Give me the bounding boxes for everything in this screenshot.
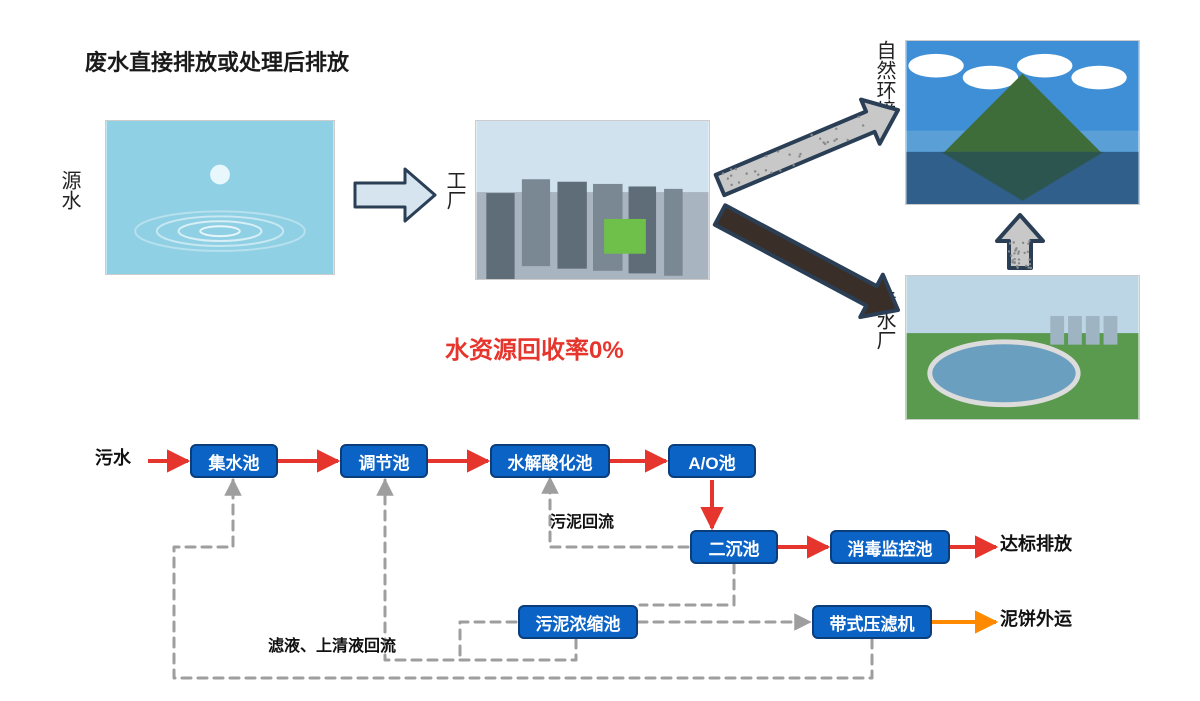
flow-box-b4: A/O池 [668,444,756,478]
flow-text-out1: 达标排放 [1000,530,1072,556]
label-nature: 自然环境 [870,40,899,120]
main-title: 废水直接排放或处理后排放 [85,45,349,77]
flow-text-in: 污水 [95,444,131,470]
flow-box-b5: 二沉池 [690,530,778,564]
flow-box-b8: 带式压滤机 [812,605,932,639]
label-factory: 工厂 [440,170,469,210]
flow-text-out2: 泥饼外运 [1000,605,1072,631]
image-plant [905,275,1140,420]
flow-box-b2: 调节池 [340,444,428,478]
flow-box-b6: 消毒监控池 [830,530,950,564]
image-source-water [105,120,335,275]
flow-box-b3: 水解酸化池 [490,444,610,478]
image-nature [905,40,1140,205]
recovery-rate-text: 水资源回收率0% [445,330,624,365]
flow-text-lblSludgeReturn: 污泥回流 [550,508,614,532]
flow-box-b7: 污泥浓缩池 [518,605,638,639]
label-source-water: 源水 [55,170,84,210]
label-wastewater-plant: 污水厂 [870,290,899,350]
image-factory [475,120,710,280]
flow-box-b1: 集水池 [190,444,278,478]
flow-text-lblFiltrate: 滤液、上清液回流 [268,632,396,656]
